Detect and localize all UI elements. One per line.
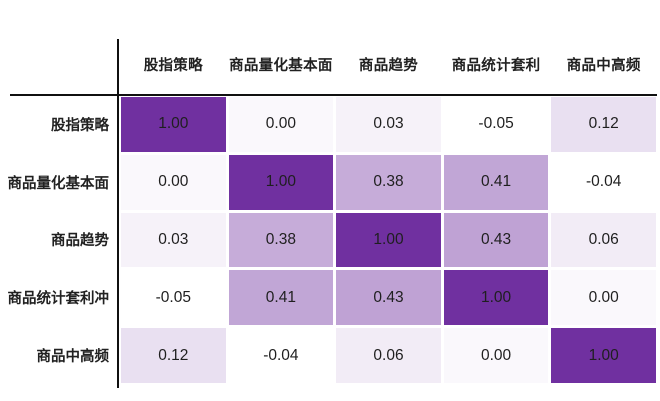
matrix-cell-0-2: 0.03 xyxy=(336,97,441,152)
column-header-0: 股指策略 xyxy=(143,58,203,74)
matrix-cell-3-3: 1.00 xyxy=(443,270,549,326)
matrix-cell-0-1: 0.00 xyxy=(228,97,334,152)
matrix-cell-3-2: 0.43 xyxy=(336,270,441,326)
matrix-cell-2-3: 0.43 xyxy=(443,212,549,268)
row-header-0: 股指策略 xyxy=(51,117,109,134)
column-header-1: 商品量化基本面 xyxy=(229,58,333,74)
matrix-cell-4-2: 0.06 xyxy=(336,328,441,383)
row-header-3: 商品统计套利冲 xyxy=(7,291,110,308)
column-header-row: 股指策略 商品量化基本面 商品趋势 商品统计套利 商品中高频 xyxy=(121,36,656,93)
column-header-4: 商品中高频 xyxy=(566,58,641,74)
matrix-cell-1-4: -0.04 xyxy=(551,154,656,210)
matrix-cell-0-0: 1.00 xyxy=(121,97,226,152)
row-header-column: 股指策略商品量化基本面商品趋势商品统计套利冲商品中高频 xyxy=(0,97,113,383)
matrix-cell-0-3: -0.05 xyxy=(443,97,549,152)
matrix-cell-4-0: 0.12 xyxy=(121,328,226,383)
matrix-cell-4-1: -0.04 xyxy=(228,328,334,383)
row-header-2: 商品趋势 xyxy=(51,233,109,250)
matrix-cell-2-2: 1.00 xyxy=(336,212,441,268)
matrix-cell-3-4: 0.00 xyxy=(551,270,656,326)
column-header-3: 商品统计套利 xyxy=(451,58,541,74)
matrix-cell-3-0: -0.05 xyxy=(121,270,226,326)
matrix-cell-3-1: 0.41 xyxy=(228,270,334,326)
matrix-cell-2-0: 0.03 xyxy=(121,212,226,268)
matrix-cell-2-4: 0.06 xyxy=(551,212,656,268)
row-header-1: 商品量化基本面 xyxy=(7,175,110,192)
row-header-4: 商品中高频 xyxy=(36,349,110,366)
axis-horizontal-line xyxy=(10,94,657,96)
matrix-cell-1-0: 0.00 xyxy=(121,154,226,210)
matrix-cell-1-2: 0.38 xyxy=(336,154,441,210)
axis-vertical-line xyxy=(117,39,119,388)
matrix-cell-4-3: 0.00 xyxy=(443,328,549,383)
matrix-cell-0-4: 0.12 xyxy=(551,97,656,152)
column-header-2: 商品趋势 xyxy=(358,58,419,74)
matrix-cell-1-1: 1.00 xyxy=(228,154,334,210)
matrix-cell-2-1: 0.38 xyxy=(228,212,334,268)
matrix-cells-grid: 1.00 0.00 0.03 -0.05 0.12 0.00 1.00 0.38 0.41 -0.… xyxy=(121,97,656,383)
matrix-cell-1-3: 0.41 xyxy=(443,154,549,210)
matrix-cell-4-4: 1.00 xyxy=(551,328,656,383)
